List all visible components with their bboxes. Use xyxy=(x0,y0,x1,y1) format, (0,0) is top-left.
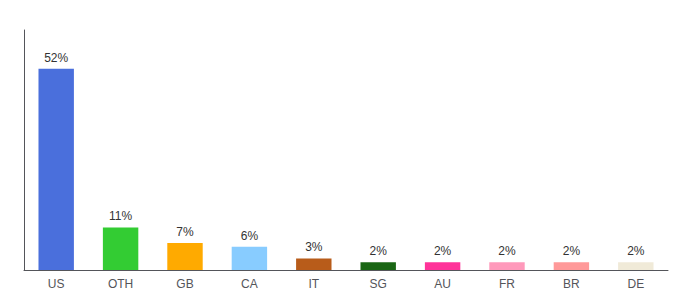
svg-text:11%: 11% xyxy=(109,209,132,223)
svg-text:2%: 2% xyxy=(498,244,516,258)
svg-text:7%: 7% xyxy=(176,225,194,239)
svg-text:AU: AU xyxy=(434,277,451,291)
svg-text:6%: 6% xyxy=(241,229,259,243)
svg-text:OTH: OTH xyxy=(108,277,133,291)
svg-text:2%: 2% xyxy=(370,244,388,258)
svg-text:CA: CA xyxy=(241,277,258,291)
svg-text:GB: GB xyxy=(176,277,193,291)
svg-text:US: US xyxy=(48,277,65,291)
svg-text:FR: FR xyxy=(499,277,515,291)
svg-text:3%: 3% xyxy=(305,240,323,254)
svg-text:2%: 2% xyxy=(627,244,645,258)
svg-text:SG: SG xyxy=(370,277,387,291)
svg-text:2%: 2% xyxy=(563,244,581,258)
svg-text:52%: 52% xyxy=(44,51,68,65)
svg-text:IT: IT xyxy=(308,277,319,291)
svg-text:DE: DE xyxy=(627,277,644,291)
svg-text:BR: BR xyxy=(563,277,580,291)
svg-text:2%: 2% xyxy=(434,244,452,258)
